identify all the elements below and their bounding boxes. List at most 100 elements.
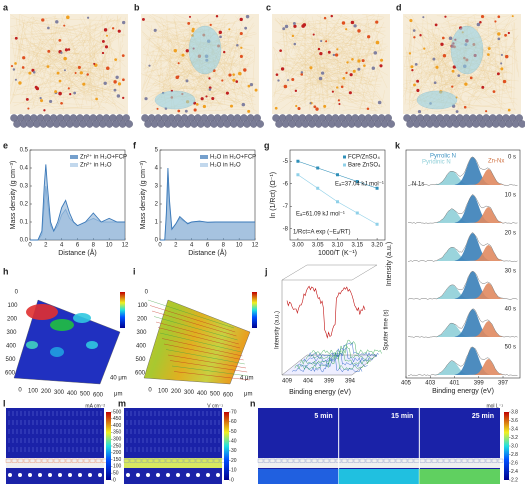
point <box>375 186 379 190</box>
polymer-strand <box>447 86 473 112</box>
polymer-strand <box>418 46 423 68</box>
brick <box>159 458 166 463</box>
ion <box>254 88 258 92</box>
polymer-strand <box>282 52 287 61</box>
brick <box>71 458 78 463</box>
polymer-strand <box>41 14 65 81</box>
ion <box>238 71 242 76</box>
y-tick-label: 4 <box>155 166 159 172</box>
polymer-strand <box>297 64 364 77</box>
ion <box>440 42 444 46</box>
zn-atom <box>52 120 61 128</box>
polymer-strand <box>34 25 77 30</box>
ion <box>487 47 491 50</box>
polymer-strand <box>149 44 184 60</box>
polymer-strand <box>194 59 255 108</box>
y-tick-label: 300 <box>6 330 17 336</box>
ion <box>338 102 341 106</box>
polymer-strand <box>305 54 369 100</box>
polymer-strand <box>146 47 163 71</box>
polymer-strand <box>109 58 116 77</box>
x-tick-label: 394 <box>345 379 356 385</box>
zn-atom <box>72 120 81 128</box>
x-tick-label: 397 <box>498 381 509 387</box>
ion <box>49 99 53 103</box>
polymer-strand <box>226 97 251 102</box>
polymer-strand <box>343 18 376 48</box>
ion <box>319 52 323 56</box>
ion <box>67 48 71 51</box>
ion <box>416 79 420 83</box>
depletion-band <box>258 469 339 484</box>
ion <box>293 42 297 46</box>
polymer-strand <box>142 74 210 77</box>
surface-stripe <box>157 327 241 349</box>
y-tick-label: 0.3 <box>20 184 29 190</box>
polymer-strand <box>107 29 111 79</box>
ion <box>325 40 328 43</box>
brick <box>47 458 54 463</box>
polymer-strand <box>78 31 113 86</box>
polymer-strand <box>117 15 121 80</box>
ion <box>320 71 325 75</box>
polymer-strand <box>200 69 210 99</box>
brick <box>287 458 294 463</box>
colorbar-label: 3.0 <box>511 443 518 449</box>
colorbar-label: 50 <box>113 471 119 477</box>
ion <box>502 79 507 84</box>
ion <box>432 57 436 61</box>
polymer-strand <box>327 55 369 61</box>
polymer-strand <box>405 70 483 112</box>
polymer-strand <box>380 90 385 108</box>
ion <box>14 62 17 65</box>
area-fill <box>160 168 255 240</box>
polymer-strand <box>404 33 447 43</box>
y-tick-label: 0.5 <box>20 148 29 154</box>
brick <box>293 458 300 463</box>
polymer-strand <box>363 30 380 62</box>
brick <box>347 458 354 463</box>
panel-label: f <box>133 140 137 150</box>
colorbar-label: 0 <box>231 477 234 483</box>
polymer-strand <box>209 22 254 97</box>
brick <box>53 458 60 463</box>
polymer-strand <box>17 26 61 77</box>
brick <box>371 458 378 463</box>
ion <box>500 62 503 65</box>
point <box>336 200 339 204</box>
x-tick-label: 100 <box>158 388 169 394</box>
polymer-strand <box>273 46 283 70</box>
ion <box>60 101 63 105</box>
x-tick-label: 405 <box>401 381 412 387</box>
legend-label: FCP/ZnSO₄ <box>348 155 380 161</box>
polymer-strand <box>316 82 374 98</box>
brick <box>189 458 196 463</box>
polymer-strand <box>491 14 512 57</box>
zn-atom <box>112 120 120 128</box>
polymer-strand <box>12 102 84 105</box>
polymer-strand <box>27 19 66 51</box>
polymer-strand <box>18 19 121 40</box>
ion <box>416 88 420 93</box>
brick <box>177 458 184 463</box>
ion <box>423 47 426 50</box>
ion <box>21 66 25 69</box>
ion <box>287 79 290 82</box>
zn-atom <box>367 120 376 128</box>
polymer-strand <box>141 50 154 91</box>
ion <box>205 95 208 98</box>
polymer-strand <box>99 32 105 81</box>
polymer-strand <box>288 97 295 99</box>
zn-atom <box>275 120 283 128</box>
polymer-strand <box>32 44 125 112</box>
polymer-strand <box>446 86 477 91</box>
particle <box>156 473 160 477</box>
polymer-strand <box>60 67 69 77</box>
separator <box>258 458 500 468</box>
x-tick-label: 500 <box>80 392 91 398</box>
zn-atom <box>183 120 192 128</box>
polymer-strand <box>10 61 24 104</box>
fit-peak <box>454 195 491 223</box>
zn-atom <box>223 120 231 128</box>
surface-stripe <box>155 321 239 345</box>
